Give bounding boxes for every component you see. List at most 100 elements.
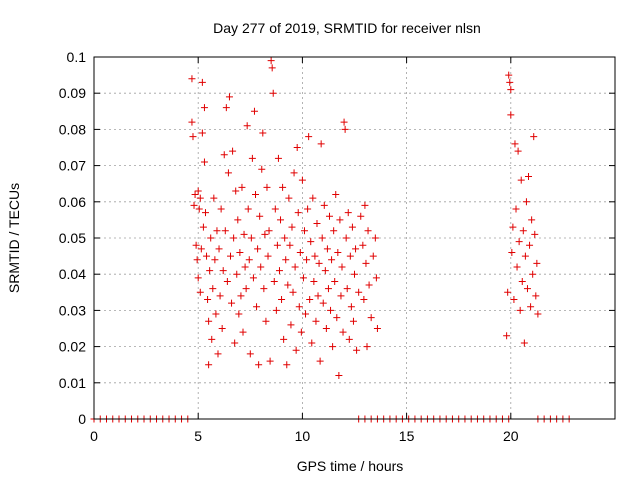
data-point bbox=[294, 209, 302, 217]
data-point bbox=[199, 223, 207, 231]
data-point bbox=[216, 292, 224, 300]
data-point bbox=[205, 361, 213, 369]
data-point bbox=[306, 296, 314, 304]
data-point bbox=[235, 310, 243, 318]
data-point bbox=[335, 372, 343, 380]
data-point bbox=[330, 227, 338, 235]
data-point bbox=[197, 245, 205, 253]
data-point bbox=[224, 169, 232, 177]
data-point bbox=[217, 205, 225, 213]
data-point bbox=[311, 252, 319, 260]
data-point bbox=[327, 306, 335, 314]
data-point bbox=[218, 325, 226, 332]
data-point bbox=[229, 147, 237, 155]
data-point bbox=[353, 346, 361, 354]
data-point bbox=[372, 274, 380, 282]
data-point bbox=[349, 317, 357, 325]
data-point bbox=[285, 194, 293, 202]
data-point bbox=[232, 187, 240, 195]
data-point bbox=[360, 296, 368, 304]
data-point bbox=[274, 154, 282, 162]
data-point bbox=[299, 274, 307, 282]
data-point bbox=[304, 205, 312, 213]
data-point bbox=[213, 227, 221, 235]
data-point bbox=[192, 241, 200, 249]
data-point bbox=[279, 183, 287, 191]
data-point bbox=[225, 93, 233, 101]
data-point bbox=[310, 277, 318, 285]
data-point bbox=[188, 118, 196, 126]
data-point bbox=[221, 227, 229, 235]
data-point bbox=[521, 252, 529, 260]
data-point bbox=[211, 256, 219, 264]
data-point bbox=[357, 212, 365, 220]
plot-frame bbox=[93, 56, 616, 420]
data-point bbox=[519, 227, 527, 235]
data-point bbox=[314, 292, 322, 300]
data-point bbox=[325, 212, 333, 220]
data-point bbox=[268, 64, 276, 72]
data-point bbox=[329, 343, 337, 351]
data-point bbox=[286, 241, 294, 249]
data-point bbox=[265, 227, 273, 235]
data-point bbox=[328, 256, 336, 264]
y-tick-label: 0.06 bbox=[59, 194, 86, 210]
data-point bbox=[275, 267, 283, 275]
data-point bbox=[205, 317, 213, 325]
x-tick-label: 10 bbox=[295, 428, 311, 444]
y-tick-label: 0 bbox=[78, 411, 86, 427]
data-point bbox=[369, 252, 377, 260]
data-point bbox=[363, 343, 371, 351]
y-tick-label: 0.08 bbox=[59, 121, 86, 137]
data-point bbox=[319, 299, 327, 307]
y-tick-label: 0.02 bbox=[59, 339, 86, 355]
data-point bbox=[227, 252, 235, 260]
data-point bbox=[507, 86, 515, 94]
data-point bbox=[259, 129, 267, 137]
data-point bbox=[510, 296, 518, 304]
data-point bbox=[321, 267, 329, 275]
data-point bbox=[246, 350, 254, 358]
data-point bbox=[239, 328, 247, 336]
data-point bbox=[210, 194, 218, 202]
data-point bbox=[203, 252, 211, 260]
y-tick-label: 0.01 bbox=[59, 375, 86, 391]
data-point bbox=[364, 227, 372, 235]
data-point bbox=[361, 201, 369, 209]
data-point bbox=[283, 361, 291, 369]
x-tick-label: 0 bbox=[90, 428, 98, 444]
data-point bbox=[290, 169, 298, 177]
data-point bbox=[531, 230, 539, 238]
y-tick-label: 0.03 bbox=[59, 302, 86, 318]
data-point bbox=[266, 357, 274, 365]
data-point bbox=[289, 288, 297, 296]
data-point bbox=[522, 198, 530, 206]
data-point bbox=[242, 285, 250, 293]
data-point bbox=[237, 292, 245, 300]
data-point bbox=[200, 158, 208, 166]
x-tick-label: 20 bbox=[503, 428, 519, 444]
data-point bbox=[312, 317, 320, 325]
data-point bbox=[340, 118, 348, 126]
data-point bbox=[334, 248, 342, 256]
data-point bbox=[298, 176, 306, 184]
data-point bbox=[282, 256, 290, 264]
data-point bbox=[515, 238, 523, 246]
y-axis-ticks: 0 0.01 0.02 0.03 0.04 0.05 0.06 0.07 0.08 0.09 0.1 bbox=[59, 49, 615, 427]
data-point bbox=[281, 234, 289, 242]
data-point bbox=[208, 335, 216, 343]
data-point bbox=[337, 292, 345, 300]
data-point bbox=[506, 78, 514, 86]
data-point bbox=[248, 154, 256, 162]
data-point bbox=[250, 107, 258, 115]
y-tick-label: 0.1 bbox=[67, 49, 87, 65]
data-point bbox=[209, 285, 217, 293]
data-point bbox=[272, 306, 280, 314]
data-point bbox=[233, 270, 241, 278]
data-point bbox=[302, 310, 310, 318]
chart-title: Day 277 of 2019, SRMTID for receiver nls… bbox=[213, 20, 481, 36]
data-point bbox=[367, 314, 375, 322]
data-point bbox=[338, 263, 346, 271]
data-point bbox=[254, 245, 262, 253]
